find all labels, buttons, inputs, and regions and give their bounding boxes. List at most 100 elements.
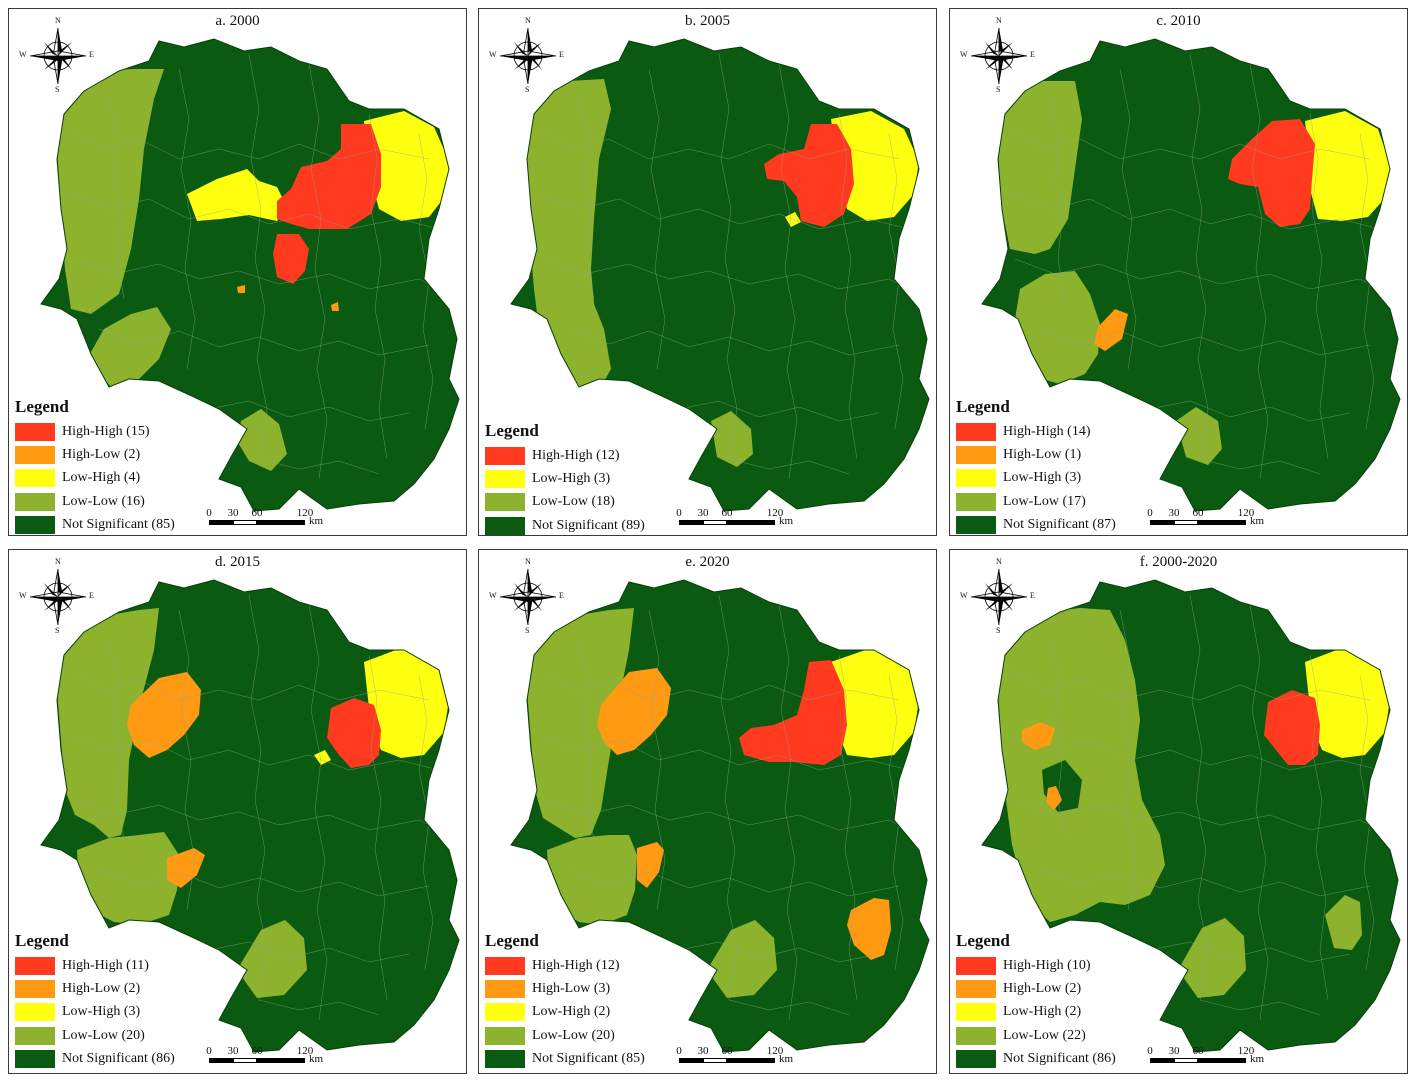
legend-item: Low-High (2) xyxy=(956,1001,1116,1024)
legend-swatch xyxy=(956,1026,996,1045)
scale-segment xyxy=(233,520,257,525)
choropleth-map xyxy=(510,579,930,1053)
region-low-low xyxy=(87,307,171,387)
legend-label: Low-Low (20) xyxy=(532,1027,615,1043)
compass-icon xyxy=(499,27,557,85)
choropleth-map xyxy=(40,38,460,512)
scale-bar: 0 30 60 120 km xyxy=(675,507,815,529)
county-boundary xyxy=(178,609,196,911)
map-panel: a. 2000 N S E W Legend High-High (15) High-Low … xyxy=(8,8,467,536)
legend-swatch xyxy=(15,445,55,464)
legend-label: Low-High (3) xyxy=(532,470,611,486)
legend-item: High-High (14) xyxy=(956,420,1116,443)
legend-swatch xyxy=(956,1003,996,1022)
scale-segment xyxy=(703,520,727,525)
legend-item: Not Significant (85) xyxy=(485,1047,645,1070)
region-high-high xyxy=(273,234,309,284)
county-boundary xyxy=(248,53,268,460)
scale-bar: 0 30 60 120 km xyxy=(1146,1045,1286,1067)
region-low-low xyxy=(1325,895,1362,950)
legend-swatch xyxy=(15,1049,55,1068)
legend-swatch xyxy=(485,1049,525,1068)
compass-rose: N S E W xyxy=(960,16,1036,94)
legend-item: Not Significant (86) xyxy=(956,1047,1116,1070)
scale-bar: 0 30 60 120 km xyxy=(205,1045,345,1067)
legend-swatch xyxy=(485,516,525,535)
choropleth-map xyxy=(981,579,1401,1053)
county-boundary xyxy=(258,458,380,475)
scale-tick-label: 0 xyxy=(1147,1045,1153,1057)
region-high-low xyxy=(331,302,339,311)
scale-tick-label: 60 xyxy=(1192,1045,1204,1057)
legend-swatch xyxy=(15,956,55,975)
legend: Legend High-High (10) High-Low (2) Low-High… xyxy=(956,931,1116,1070)
scale-tick-label: 60 xyxy=(721,1045,733,1057)
panel-title: e. 2020 xyxy=(685,554,730,570)
region-high-low xyxy=(237,285,245,293)
scale-segment xyxy=(1198,1058,1246,1063)
legend-item: Low-Low (22) xyxy=(956,1024,1116,1047)
scale-unit: km xyxy=(1250,515,1265,527)
county-boundary xyxy=(1249,604,1269,1021)
legend-swatch xyxy=(485,469,525,488)
province-outline xyxy=(40,38,460,512)
compass-s: S xyxy=(996,626,1001,635)
county-boundary xyxy=(718,53,738,460)
scale-bar: 0 30 60 120 km xyxy=(1146,507,1286,529)
scale-segment xyxy=(209,520,233,525)
legend-title: Legend xyxy=(15,931,69,950)
panel-title: a. 2000 xyxy=(215,13,260,29)
region-low-high xyxy=(831,111,919,221)
scale-segment xyxy=(1174,1058,1198,1063)
legend-swatch xyxy=(15,979,55,998)
county-boundary xyxy=(648,68,666,370)
legend-label: Low-Low (18) xyxy=(532,494,615,510)
region-high-high xyxy=(1264,690,1320,765)
region-high-high xyxy=(739,660,847,765)
compass-w: W xyxy=(489,50,497,59)
scale-tick-label: 60 xyxy=(251,507,263,519)
region-low-low xyxy=(707,920,777,998)
legend-label: Low-High (2) xyxy=(1003,1004,1082,1020)
scale-segment xyxy=(1198,520,1246,525)
legend-swatch xyxy=(485,1026,525,1045)
region-high-low xyxy=(127,672,201,758)
legend-swatch xyxy=(956,492,996,511)
legend-label: Low-High (4) xyxy=(62,470,141,486)
county-boundary xyxy=(1199,999,1321,1016)
region-low-high xyxy=(314,750,331,765)
compass-w: W xyxy=(960,591,968,600)
legend-title: Legend xyxy=(956,397,1010,416)
legend-label: Not Significant (87) xyxy=(1003,516,1116,532)
map-panel: f. 2000-2020 N S E W Legend High-High (10) High… xyxy=(949,549,1408,1074)
scale-segment xyxy=(257,520,305,525)
region-high-high xyxy=(1228,119,1315,227)
legend-label: High-Low (1) xyxy=(1003,446,1082,462)
province-outline xyxy=(510,579,930,1053)
province-outline xyxy=(981,579,1401,1053)
county-boundary xyxy=(1009,128,1371,160)
legend-item: Not Significant (85) xyxy=(15,513,175,536)
legend-swatch xyxy=(485,979,525,998)
legend-swatch xyxy=(15,492,55,511)
region-high-low xyxy=(597,668,671,755)
scale-tick-label: 120 xyxy=(1237,1045,1255,1057)
region-high-low xyxy=(1094,309,1128,351)
compass-w: W xyxy=(489,591,497,600)
scale-unit: km xyxy=(309,515,324,527)
region-low-low xyxy=(998,608,1165,922)
legend-swatch xyxy=(485,956,525,975)
compass-icon xyxy=(29,27,87,85)
county-boundary xyxy=(1119,609,1137,911)
legend-item: Low-Low (18) xyxy=(485,491,645,514)
choropleth-map xyxy=(510,38,930,512)
compass-e: E xyxy=(559,50,564,59)
county-boundary xyxy=(778,604,798,1021)
region-low-high xyxy=(1305,648,1390,758)
scale-tick-label: 0 xyxy=(676,1045,682,1057)
legend-label: High-High (11) xyxy=(62,957,149,973)
county-boundary xyxy=(538,128,900,160)
region-high-high xyxy=(327,698,381,768)
scale-tick-label: 120 xyxy=(1237,507,1255,519)
county-boundary xyxy=(68,128,430,160)
